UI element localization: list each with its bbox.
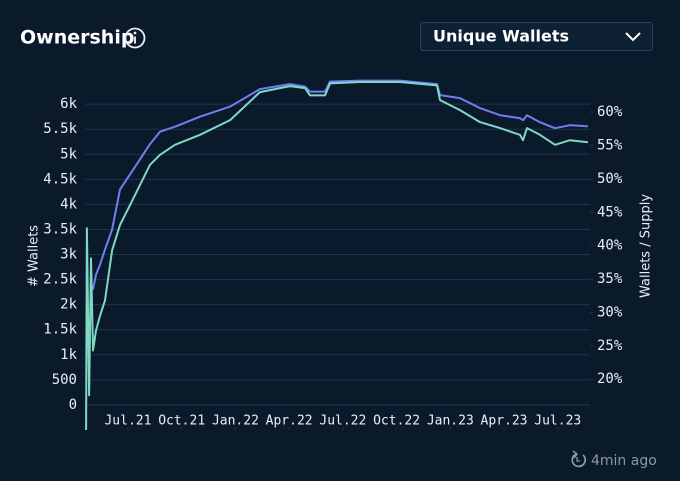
y-tick-label: 6k [60, 96, 77, 112]
y2-tick-label: 50% [597, 171, 623, 187]
y2-tick-label: 40% [597, 238, 623, 254]
y-axis-label: # Wallets [27, 225, 42, 287]
x-tick-label: Jul.21 [104, 414, 151, 429]
widget-title: Ownership [20, 27, 134, 49]
y-tick-label: 1.5k [43, 322, 77, 338]
series-line [85, 81, 589, 431]
x-tick-label: Oct.22 [373, 414, 420, 429]
dropdown-arrow[interactable] [625, 32, 641, 42]
dropdown[interactable]: Unique Wallets [420, 22, 653, 51]
dropdown-value[interactable]: Unique Wallets [433, 27, 569, 46]
refresh-icon [571, 450, 587, 468]
y-tick-label: 0 [69, 397, 77, 413]
info-icon[interactable] [124, 27, 146, 49]
x-tick-label: Oct.21 [158, 414, 205, 429]
y2-tick-label: 45% [597, 204, 623, 220]
y2-tick-label: 60% [597, 104, 623, 120]
y-tick-label: 5.5k [43, 121, 77, 137]
updated-time: 4min ago [591, 453, 657, 469]
x-tick-label: Apr.23 [481, 414, 528, 429]
x-tick-label: Jan.23 [427, 414, 474, 429]
y2-tick-label: 20% [597, 371, 623, 387]
y2-tick-label: 35% [597, 271, 623, 287]
y-tick-label: 3.5k [43, 221, 77, 237]
y-tick-label: 500 [52, 372, 77, 388]
y2-tick-label: 30% [597, 304, 623, 320]
y-tick-label: 1k [60, 347, 77, 363]
x-tick-label: Jan.22 [212, 414, 259, 429]
x-tick-label: Apr.22 [266, 414, 313, 429]
plot: 0 500 1k 1.5k 2k 2.5k 3k 3.5k 4k 4.5k 5k 5.5k 6k 20% 2… [43, 79, 623, 431]
y2-tick-label: 25% [597, 338, 623, 354]
x-tick-label: Jul.22 [319, 414, 366, 429]
y2-axis-label: Wallets / Supply [639, 194, 654, 298]
x-tick-label: Jul.23 [534, 414, 581, 429]
y-tick-label: 5k [60, 146, 77, 162]
y-tick-label: 2k [60, 297, 77, 313]
y-tick-label: 4k [60, 196, 77, 212]
series-line [92, 79, 588, 290]
y-tick-label: 2.5k [43, 272, 77, 288]
y-tick-label: 3k [60, 247, 77, 263]
y2-tick-label: 55% [597, 137, 623, 153]
y-tick-label: 4.5k [43, 171, 77, 187]
